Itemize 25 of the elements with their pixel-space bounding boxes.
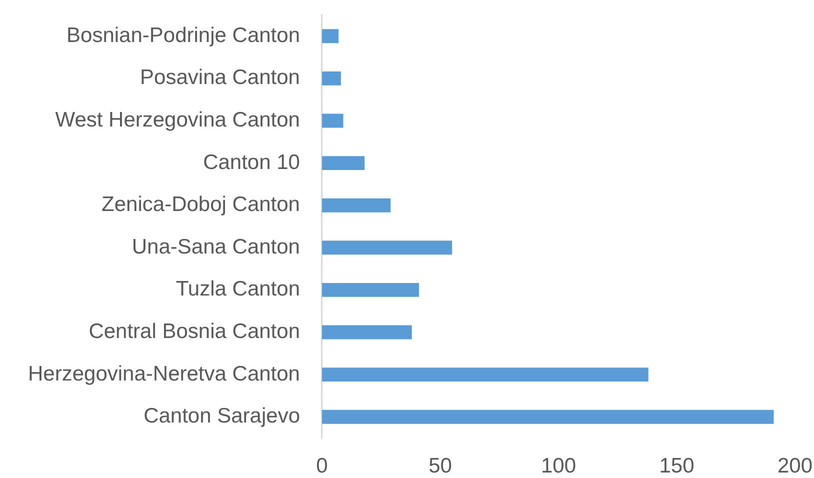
bar <box>322 368 648 382</box>
y-tick-label: Central Bosnia Canton <box>88 320 300 344</box>
x-tick-label: 200 <box>777 454 813 478</box>
y-tick-label: West Herzegovina Canton <box>55 108 300 132</box>
x-tick-label: 150 <box>659 454 694 478</box>
x-tick-label: 100 <box>540 454 576 478</box>
y-tick-label: Tuzla Canton <box>176 278 300 301</box>
y-tick-label: Posavina Canton <box>140 66 300 90</box>
y-tick-label: Bosnian-Podrinje Canton <box>66 24 300 47</box>
bar <box>322 282 419 297</box>
bar <box>322 410 774 424</box>
bar <box>322 29 339 44</box>
x-tick-label: 50 <box>428 454 452 478</box>
y-tick-label: Zenica-Doboj Canton <box>102 193 300 216</box>
y-tick-label: Una-Sana Canton <box>132 235 300 258</box>
y-tick-label: Canton 10 <box>203 150 300 174</box>
y-tick-label: Herzegovina-Neretva Canton <box>28 362 300 386</box>
y-tick-label: Canton Sarajevo <box>144 404 300 428</box>
bar <box>322 240 452 255</box>
bar <box>322 325 412 340</box>
bar <box>322 156 365 170</box>
bar <box>322 198 391 212</box>
bar <box>322 114 344 128</box>
bar <box>322 71 341 86</box>
x-tick-label: 0 <box>316 454 328 478</box>
